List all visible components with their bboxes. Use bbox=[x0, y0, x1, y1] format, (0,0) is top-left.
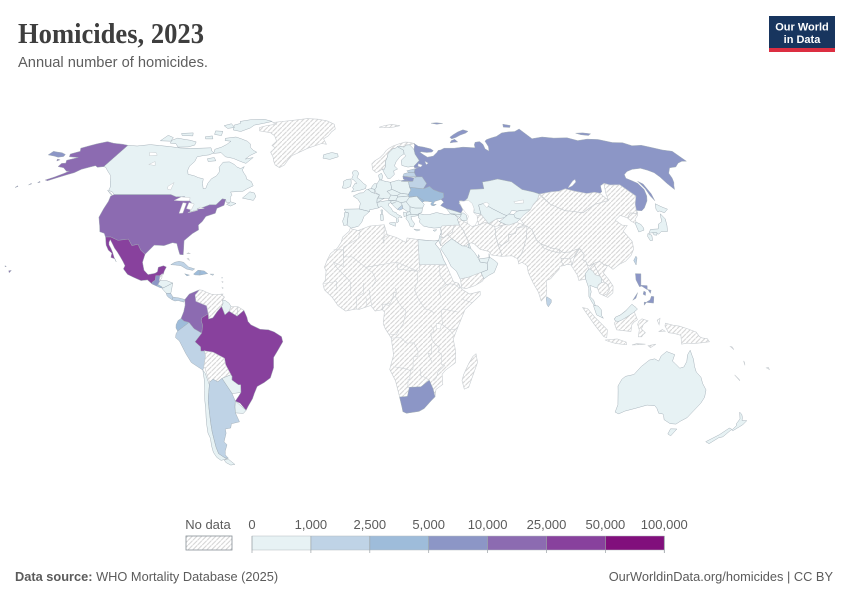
svg-text:100,000: 100,000 bbox=[641, 517, 688, 532]
svg-text:1,000: 1,000 bbox=[295, 517, 328, 532]
svg-text:Our World: Our World bbox=[775, 22, 829, 34]
svg-text:No data: No data bbox=[185, 517, 231, 532]
svg-text:25,000: 25,000 bbox=[527, 517, 567, 532]
svg-text:Homicides, 2023: Homicides, 2023 bbox=[18, 19, 204, 50]
svg-text:5,000: 5,000 bbox=[412, 517, 445, 532]
svg-text:Data source: WHO Mortality Dat: Data source: WHO Mortality Database (202… bbox=[15, 569, 278, 584]
svg-text:0: 0 bbox=[248, 517, 255, 532]
svg-text:OurWorldinData.org/homicides |: OurWorldinData.org/homicides | CC BY bbox=[609, 569, 834, 584]
svg-text:50,000: 50,000 bbox=[586, 517, 626, 532]
svg-text:Annual number of homicides.: Annual number of homicides. bbox=[18, 54, 208, 71]
svg-text:10,000: 10,000 bbox=[468, 517, 508, 532]
svg-text:2,500: 2,500 bbox=[354, 517, 387, 532]
svg-text:in Data: in Data bbox=[784, 34, 822, 46]
